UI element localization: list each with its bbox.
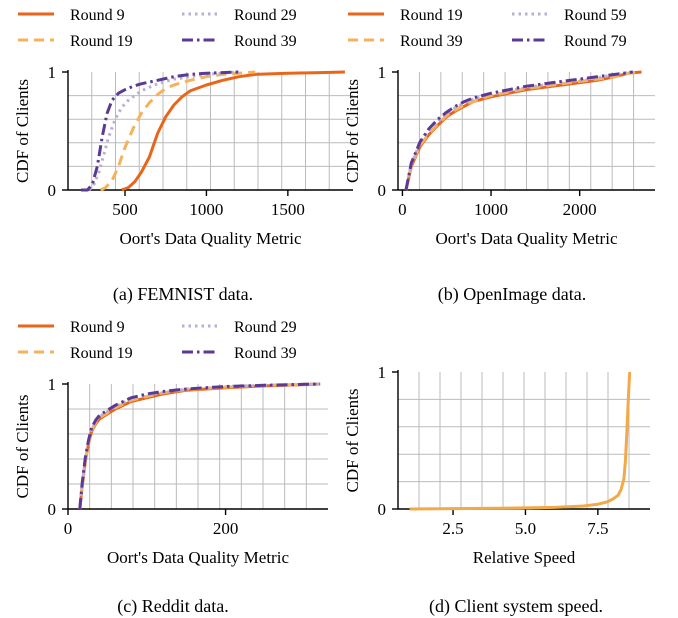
chart-panel-4: 2.5 5.0 7.5 0 1 Relative Speed CDF of Clients (… — [343, 363, 650, 617]
series-line-4 — [78, 382, 321, 510]
y-tick-label: 0 — [48, 181, 57, 200]
legend-label: Round 79 — [564, 33, 627, 50]
y-axis-label: CDF of Clients — [343, 389, 362, 493]
series-line-1 — [121, 70, 345, 192]
panel-caption: (b) OpenImage data. — [438, 284, 586, 305]
x-tick-label: 5.0 — [515, 519, 536, 538]
legend-label: Round 29 — [234, 7, 297, 24]
series-line-2 — [78, 382, 321, 510]
panel-caption: (d) Client system speed. — [429, 596, 603, 617]
legend-label: Round 19 — [400, 7, 463, 24]
x-tick-label: 0 — [398, 200, 407, 219]
legend: Round 9 Round 19 Round 29 Round 39 — [18, 7, 297, 50]
x-tick-label: 200 — [213, 519, 239, 538]
grid — [68, 384, 328, 509]
panel-caption: (a) FEMNIST data. — [113, 284, 253, 305]
x-tick-label: 1000 — [474, 200, 508, 219]
series-line-2 — [99, 70, 256, 192]
legend-label: Round 39 — [234, 345, 297, 362]
x-axis-label: Oort's Data Quality Metric — [107, 548, 289, 567]
y-tick-label: 0 — [48, 500, 57, 519]
legend-label: Round 29 — [234, 319, 297, 336]
y-tick-label: 1 — [48, 375, 57, 394]
legend-label: Round 39 — [234, 33, 297, 50]
legend-label: Round 39 — [400, 33, 463, 50]
x-tick-label: 7.5 — [587, 519, 608, 538]
y-tick-label: 1 — [48, 63, 57, 82]
chart-panel-1: 500 1000 1500 0 1 Oort's Data Quality Metric C… — [13, 7, 353, 305]
chart-panel-2: 0 1000 2000 0 1 Oort's Data Quality Metric CDF… — [343, 7, 655, 305]
y-tick-label: 1 — [378, 63, 387, 82]
x-tick-label: 1500 — [271, 200, 305, 219]
legend: Round 9 Round 19 Round 29 Round 39 — [18, 319, 297, 362]
legend-label: Round 9 — [70, 7, 125, 24]
chart-panel-3: 0 200 0 1 Oort's Data Quality Metric CDF of C… — [13, 319, 328, 617]
legend-label: Round 19 — [70, 33, 133, 50]
y-tick-label: 1 — [378, 363, 387, 382]
y-tick-label: 0 — [378, 181, 387, 200]
y-tick-label: 0 — [378, 500, 387, 519]
x-tick-label: 1000 — [189, 200, 223, 219]
series-line-2 — [404, 70, 642, 191]
legend-label: Round 19 — [70, 345, 133, 362]
y-axis-label: CDF of Clients — [13, 79, 32, 183]
x-tick-label: 0 — [64, 519, 73, 538]
legend: Round 19 Round 39 Round 59 Round 79 — [348, 7, 627, 50]
series-line-1 — [409, 371, 632, 511]
x-axis-label: Oort's Data Quality Metric — [436, 229, 618, 248]
grid — [398, 372, 650, 509]
x-tick-label: 500 — [112, 200, 138, 219]
panel-caption: (c) Reddit data. — [117, 596, 228, 617]
grid — [68, 72, 353, 190]
series-line-4 — [81, 70, 240, 192]
y-axis-label: CDF of Clients — [13, 395, 32, 499]
x-axis-label: Relative Speed — [473, 548, 576, 567]
series-line-4 — [404, 70, 634, 191]
legend-label: Round 9 — [70, 319, 125, 336]
series-line-3 — [88, 70, 240, 191]
legend-label: Round 59 — [564, 7, 627, 24]
x-tick-label: 2000 — [563, 200, 597, 219]
x-axis-label: Oort's Data Quality Metric — [120, 229, 302, 248]
x-tick-label: 2.5 — [442, 519, 463, 538]
y-axis-label: CDF of Clients — [343, 79, 362, 183]
series-line-1 — [78, 382, 321, 510]
series-line-3 — [78, 382, 321, 510]
